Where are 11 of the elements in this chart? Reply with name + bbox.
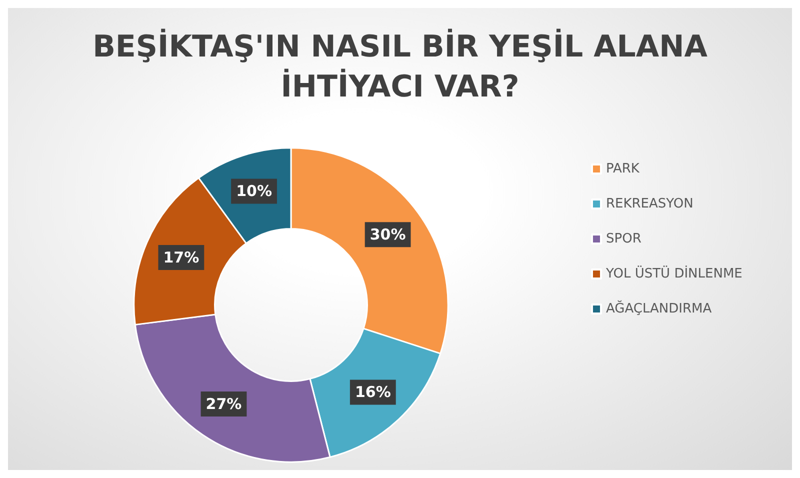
legend-label: AĞAÇLANDIRMA <box>606 300 712 316</box>
legend-label: REKREASYON <box>606 196 694 212</box>
legend-label: YOL ÜSTÜ DİNLENME <box>605 266 742 282</box>
data-label: 27% <box>206 394 242 413</box>
chart-title: BEŞİKTAŞ'IN NASIL BİR YEŞİL ALANA İHTİYACI VAR? <box>92 28 708 104</box>
data-label: 30% <box>370 226 406 244</box>
data-label: 16% <box>354 383 391 402</box>
legend-label: SPOR <box>606 232 642 246</box>
data-label: 17% <box>163 248 200 266</box>
data-label: 10% <box>236 182 272 200</box>
legend-label: PARK <box>606 162 640 176</box>
